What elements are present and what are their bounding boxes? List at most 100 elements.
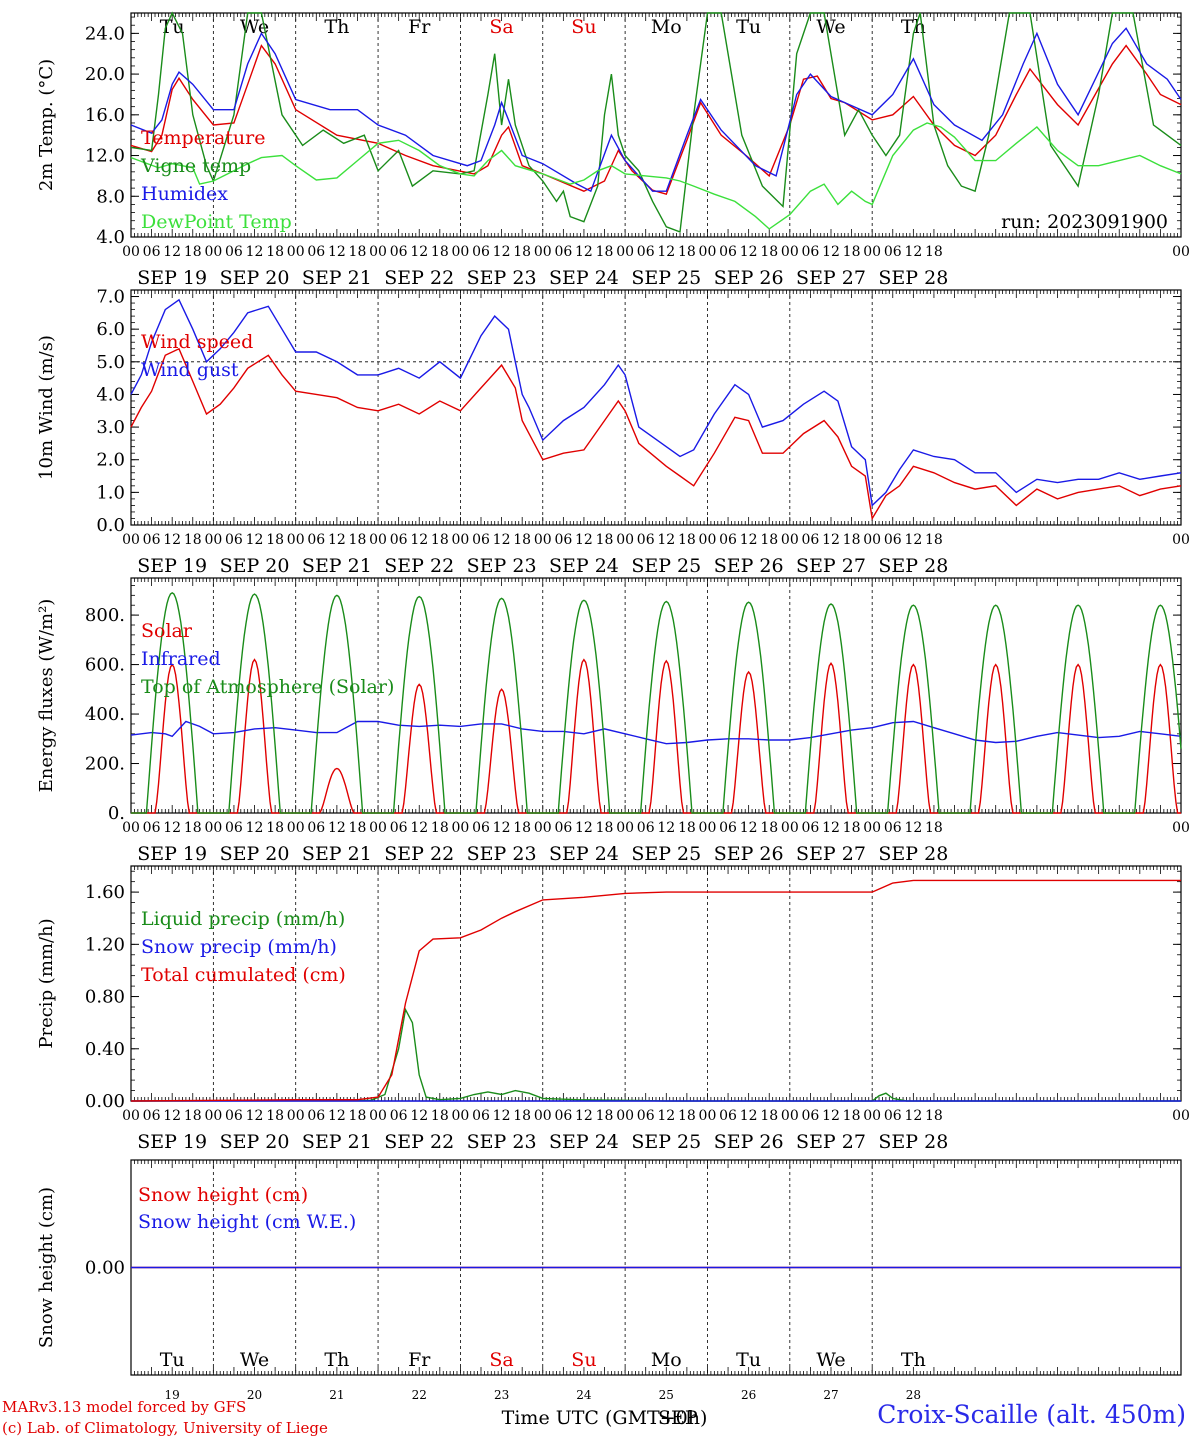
temp-series-humidex xyxy=(130,27,1182,193)
precip-y-axis-label: Precip (mm/h) xyxy=(36,918,57,1048)
wind-series-wind-gust xyxy=(130,298,1182,507)
hour-tick-label: 06 xyxy=(884,532,902,548)
date-label: SEP 23 xyxy=(467,267,537,289)
hour-tick-label: 12 xyxy=(493,1108,511,1124)
date-label: SEP 24 xyxy=(549,555,619,577)
station-title: Croix-Scaille (alt. 450m) xyxy=(877,1400,1186,1429)
hour-tick-label: 12 xyxy=(740,532,758,548)
precip-y-tick-label: 0.80 xyxy=(85,987,125,1008)
date-label: SEP 27 xyxy=(796,843,866,865)
weekday-label: Sa xyxy=(489,1349,513,1371)
hour-tick-label: 06 xyxy=(801,244,819,260)
hour-tick-label: 18 xyxy=(925,820,943,836)
energy-y-axis-label: Energy fluxes (W/m²) xyxy=(36,599,57,793)
precip-y-tick-label: 0.00 xyxy=(85,1091,125,1112)
hour-tick-label: 00 xyxy=(534,244,552,260)
date-label: SEP 24 xyxy=(549,1131,619,1153)
day-number-label: 21 xyxy=(329,1388,344,1402)
hour-tick-label: 00 xyxy=(204,244,222,260)
legend-entry: Infrared xyxy=(141,648,221,670)
hour-tick-label: 00 xyxy=(1172,1108,1190,1124)
hour-tick-label: 00 xyxy=(863,532,881,548)
hour-tick-label: 18 xyxy=(431,532,449,548)
hour-tick-label: 18 xyxy=(925,1108,943,1124)
hour-tick-label: 12 xyxy=(575,244,593,260)
legend-entry: Snow height (cm) xyxy=(138,1184,308,1206)
hour-tick-label: 12 xyxy=(822,1108,840,1124)
hour-tick-label: 18 xyxy=(843,532,861,548)
hour-tick-label: 12 xyxy=(740,244,758,260)
temp-y-axis-label: 2m Temp. (°C) xyxy=(36,59,57,191)
hour-tick-label: 00 xyxy=(616,532,634,548)
date-label: SEP 22 xyxy=(384,555,454,577)
hour-tick-label: 06 xyxy=(390,244,408,260)
precip-series-liquid-precip-mm-h- xyxy=(130,1007,1181,1102)
date-label: SEP 23 xyxy=(467,1131,537,1153)
hour-tick-label: 06 xyxy=(472,244,490,260)
hour-tick-label: 12 xyxy=(493,532,511,548)
hour-tick-label: 12 xyxy=(575,1108,593,1124)
date-label: SEP 28 xyxy=(878,267,948,289)
date-label: SEP 20 xyxy=(220,555,290,577)
weekday-label: Th xyxy=(901,16,926,38)
day-number-label: 27 xyxy=(823,1388,838,1402)
hour-tick-label: 06 xyxy=(884,820,902,836)
hour-tick-label: 12 xyxy=(410,244,428,260)
hour-tick-label: 12 xyxy=(163,820,181,836)
hour-tick-label: 18 xyxy=(431,820,449,836)
date-label: SEP 27 xyxy=(796,267,866,289)
hour-tick-label: 00 xyxy=(781,532,799,548)
hour-tick-label: 18 xyxy=(843,1108,861,1124)
hour-tick-label: 06 xyxy=(225,820,243,836)
hour-tick-label: 18 xyxy=(678,244,696,260)
wind-y-tick-label: 2.0 xyxy=(96,450,125,471)
hour-tick-label: 06 xyxy=(225,244,243,260)
legend-entry: Humidex xyxy=(141,183,228,205)
weekday-label: Su xyxy=(571,1349,596,1371)
legend-entry: DewPoint Temp xyxy=(141,211,292,233)
weekday-label: Fr xyxy=(408,1349,431,1371)
hour-tick-label: 18 xyxy=(184,244,202,260)
hour-tick-label: 06 xyxy=(554,820,572,836)
hour-tick-label: 12 xyxy=(246,820,264,836)
weekday-label: Th xyxy=(324,1349,349,1371)
wind-y-tick-label: 1.0 xyxy=(96,482,125,503)
hour-tick-label: 18 xyxy=(184,532,202,548)
hour-tick-label: 12 xyxy=(575,820,593,836)
weekday-label: Tu xyxy=(736,16,761,38)
hour-tick-label: 12 xyxy=(328,1108,346,1124)
model-credit: MARv3.13 model forced by GFS xyxy=(2,1398,247,1416)
weekday-label: We xyxy=(816,16,845,38)
date-label: SEP 20 xyxy=(220,843,290,865)
hour-tick-label: 18 xyxy=(513,820,531,836)
hour-tick-label: 00 xyxy=(1172,244,1190,260)
wind-y-tick-label: 3.0 xyxy=(96,417,125,438)
hour-tick-label: 18 xyxy=(513,1108,531,1124)
hour-tick-label: 18 xyxy=(596,532,614,548)
snow-y-axis-label: Snow height (cm) xyxy=(36,1187,57,1348)
hour-tick-label: 06 xyxy=(390,820,408,836)
hour-tick-label: 00 xyxy=(369,244,387,260)
hour-tick-label: 00 xyxy=(781,244,799,260)
hour-tick-label: 18 xyxy=(596,1108,614,1124)
hour-tick-label: 06 xyxy=(637,244,655,260)
hour-tick-label: 18 xyxy=(349,820,367,836)
hour-tick-label: 12 xyxy=(740,1108,758,1124)
hour-tick-label: 06 xyxy=(801,820,819,836)
legend-entry: Temperature xyxy=(141,127,265,149)
hour-tick-label: 00 xyxy=(534,532,552,548)
hour-tick-label: 06 xyxy=(143,532,161,548)
weekday-label: Sa xyxy=(489,16,513,38)
day-number-label: 23 xyxy=(494,1388,509,1402)
date-label: SEP 22 xyxy=(384,267,454,289)
weekday-label: We xyxy=(816,1349,845,1371)
hour-tick-label: 18 xyxy=(678,820,696,836)
day-number-label: 24 xyxy=(576,1388,592,1402)
hour-tick-label: 06 xyxy=(637,532,655,548)
date-label: SEP 22 xyxy=(384,843,454,865)
date-label: SEP 22 xyxy=(384,1131,454,1153)
hour-tick-label: 12 xyxy=(328,532,346,548)
hour-tick-label: 12 xyxy=(410,820,428,836)
energy-y-tick-label: 200. xyxy=(85,754,125,775)
hour-tick-label: 12 xyxy=(246,1108,264,1124)
